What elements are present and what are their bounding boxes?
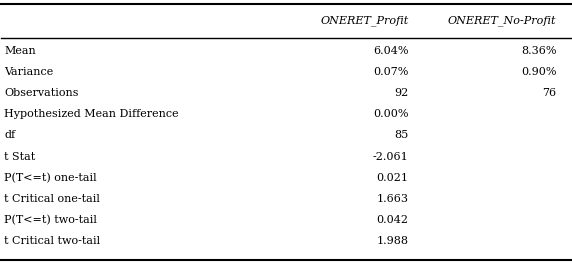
Text: Mean: Mean bbox=[4, 46, 36, 56]
Text: Observations: Observations bbox=[4, 88, 79, 98]
Text: 92: 92 bbox=[394, 88, 408, 98]
Text: 0.042: 0.042 bbox=[376, 215, 408, 225]
Text: 85: 85 bbox=[394, 130, 408, 140]
Text: 1.988: 1.988 bbox=[376, 236, 408, 246]
Text: 0.00%: 0.00% bbox=[373, 109, 408, 119]
Text: Variance: Variance bbox=[4, 67, 54, 77]
Text: P(T<=t) two-tail: P(T<=t) two-tail bbox=[4, 215, 97, 225]
Text: ONERET_No-Profit: ONERET_No-Profit bbox=[448, 16, 557, 26]
Text: P(T<=t) one-tail: P(T<=t) one-tail bbox=[4, 173, 97, 183]
Text: 1.663: 1.663 bbox=[376, 194, 408, 204]
Text: 0.021: 0.021 bbox=[376, 173, 408, 183]
Text: t Critical one-tail: t Critical one-tail bbox=[4, 194, 100, 204]
Text: 0.90%: 0.90% bbox=[521, 67, 557, 77]
Text: 6.04%: 6.04% bbox=[373, 46, 408, 56]
Text: 76: 76 bbox=[542, 88, 557, 98]
Text: -2.061: -2.061 bbox=[372, 152, 408, 162]
Text: Hypothesized Mean Difference: Hypothesized Mean Difference bbox=[4, 109, 179, 119]
Text: df: df bbox=[4, 130, 15, 140]
Text: t Stat: t Stat bbox=[4, 152, 35, 162]
Text: t Critical two-tail: t Critical two-tail bbox=[4, 236, 100, 246]
Text: 0.07%: 0.07% bbox=[373, 67, 408, 77]
Text: ONERET_Profit: ONERET_Profit bbox=[320, 16, 408, 26]
Text: 8.36%: 8.36% bbox=[521, 46, 557, 56]
